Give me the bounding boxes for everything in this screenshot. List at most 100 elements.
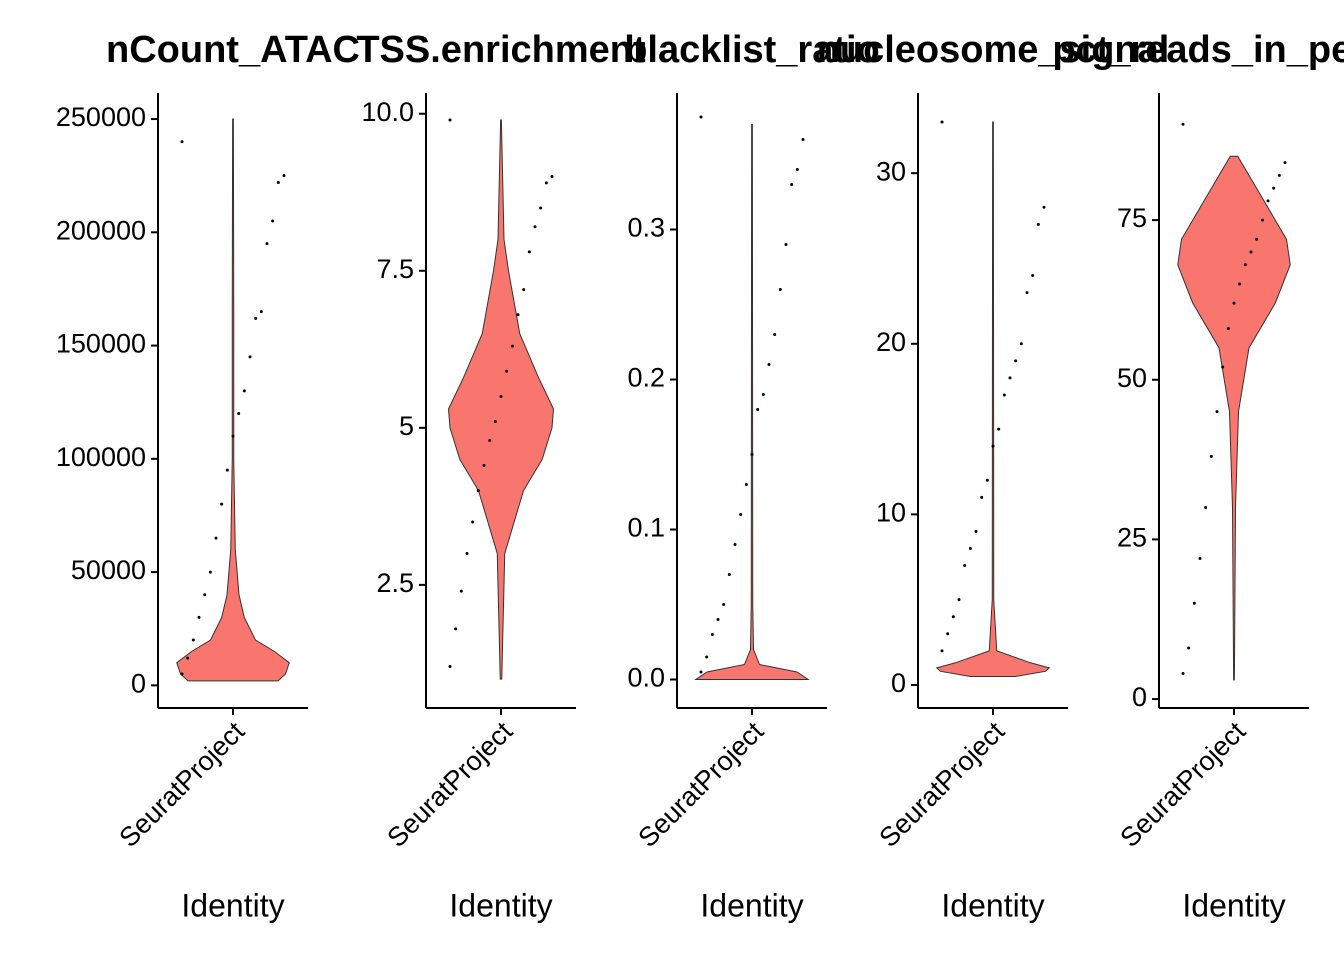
point (544, 181, 548, 185)
y-tick-label: 50000 (71, 555, 146, 585)
point (191, 638, 195, 642)
y-tick-label: 0.0 (627, 663, 665, 693)
point (231, 434, 235, 438)
point (1002, 393, 1006, 397)
point (220, 502, 224, 506)
violin (1177, 155, 1291, 681)
point (282, 174, 286, 178)
x-tick-label: SeuratProject (873, 716, 1010, 853)
x-tick-label: SeuratProject (1114, 716, 1251, 853)
y-tick-label: 150000 (56, 329, 146, 359)
violin (176, 118, 290, 682)
point (208, 570, 212, 574)
x-axis-label: Identity (181, 887, 284, 923)
point (1232, 301, 1236, 305)
point (550, 175, 554, 179)
y-tick-label: 0.3 (627, 213, 665, 243)
y-tick-label: 0 (131, 668, 146, 698)
point (465, 551, 469, 555)
point (448, 118, 452, 122)
y-tick-label: 0.2 (627, 363, 665, 393)
point (1042, 205, 1046, 209)
point (1014, 359, 1018, 363)
y-tick-label: 250000 (56, 102, 146, 132)
point (1198, 557, 1202, 561)
point (1215, 410, 1219, 414)
violin (935, 121, 1051, 677)
point (533, 225, 537, 229)
x-tick-label: SeuratProject (381, 716, 518, 853)
point (180, 140, 184, 144)
x-axis-label: Identity (1182, 887, 1285, 923)
point (946, 632, 950, 636)
x-tick-label: SeuratProject (632, 716, 769, 853)
point (940, 649, 944, 653)
x-axis-label: Identity (449, 887, 552, 923)
point (1019, 342, 1023, 346)
x-axis-label: Identity (700, 887, 803, 923)
point (225, 468, 229, 472)
point (716, 618, 720, 621)
y-tick-label: 25 (1117, 523, 1147, 553)
point (940, 120, 944, 124)
point (1249, 250, 1253, 254)
point (761, 393, 765, 396)
point (214, 536, 218, 540)
y-tick-label: 7.5 (376, 254, 414, 284)
point (727, 573, 731, 576)
point (767, 363, 771, 366)
point (242, 389, 246, 393)
point (254, 316, 258, 320)
y-tick-label: 10 (876, 497, 906, 527)
point (795, 168, 799, 171)
point (699, 115, 703, 119)
point (1277, 173, 1281, 177)
point (744, 483, 748, 486)
point (516, 313, 520, 317)
y-tick-label: 10.0 (361, 97, 414, 127)
point (790, 183, 794, 186)
point (801, 138, 805, 141)
point (963, 564, 967, 568)
x-axis-label: Identity (941, 887, 1044, 923)
point (1025, 291, 1029, 295)
x-tick-label: SeuratProject (113, 716, 250, 853)
point (974, 529, 978, 533)
point (1243, 263, 1247, 267)
point (705, 655, 709, 659)
point (1260, 218, 1264, 222)
chart-title: TSS.enrichment (356, 29, 646, 71)
point (1266, 199, 1270, 203)
point (1209, 454, 1213, 458)
point (1238, 282, 1242, 286)
point (1192, 601, 1196, 605)
chart-title: nucleosome_signal (817, 29, 1170, 71)
point (203, 593, 207, 597)
y-tick-label: 100000 (56, 442, 146, 472)
point (957, 598, 961, 602)
point (991, 444, 995, 448)
point (750, 453, 754, 456)
point (476, 489, 480, 493)
point (773, 333, 777, 336)
point (997, 427, 1001, 431)
violin (694, 124, 810, 680)
point (459, 589, 463, 593)
point (733, 543, 737, 546)
point (1226, 327, 1230, 331)
point (488, 438, 492, 442)
point (1031, 274, 1035, 278)
y-tick-label: 5 (399, 411, 414, 441)
chart-title: pct_reads_in_peaks (1052, 29, 1344, 71)
point (1221, 365, 1225, 369)
point (265, 242, 269, 246)
y-tick-label: 0 (1132, 682, 1147, 712)
y-tick-label: 50 (1117, 363, 1147, 393)
point (985, 478, 989, 482)
point (197, 615, 201, 619)
point (454, 627, 458, 631)
point (186, 656, 190, 660)
point (527, 250, 531, 254)
point (271, 219, 275, 223)
